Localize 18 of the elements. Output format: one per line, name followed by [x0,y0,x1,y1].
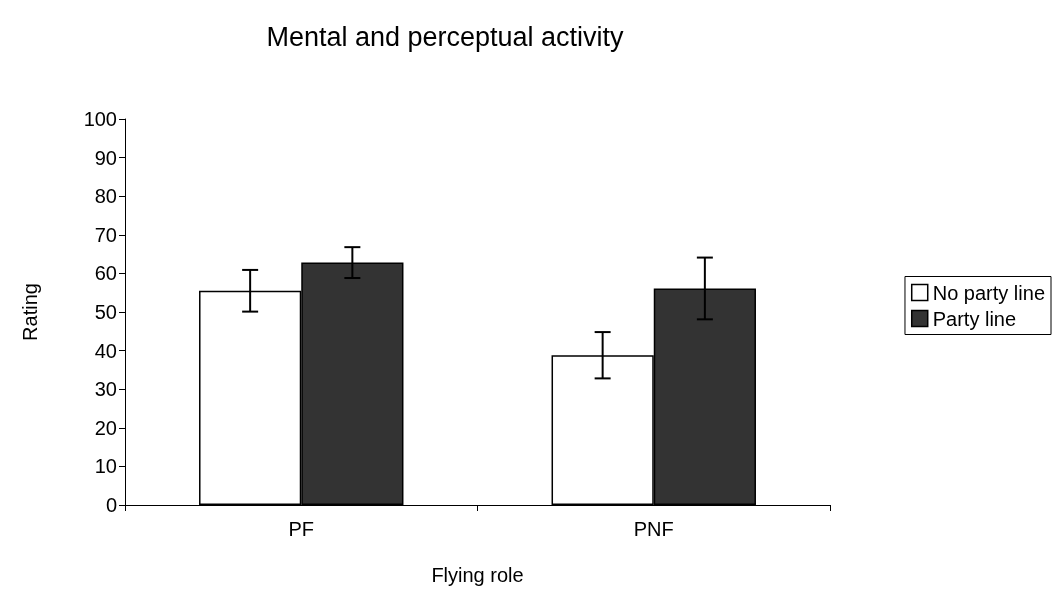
chart-title: Mental and perceptual activity [266,21,625,52]
y-tick-label: 60 [94,262,117,285]
legend-label: No party line [932,281,1046,304]
y-tick-label: 100 [83,108,117,130]
x-axis-title: Flying role [431,564,524,586]
x-tick-label: PF [288,518,315,540]
y-tick-label: 10 [94,455,117,478]
y-tick-label: 90 [94,146,117,169]
y-tick-label: 40 [94,339,117,362]
legend-label: Party line [932,307,1017,330]
y-tick-label: 30 [94,378,117,401]
y-axis-title: Rating [19,283,41,341]
x-tick-label: PNF [633,518,674,540]
y-tick-label: 70 [94,223,117,246]
y-tick-label: 20 [94,416,117,439]
y-tick-label: 80 [94,185,117,208]
y-tick-label: 50 [94,301,117,323]
y-tick-label: 0 [105,494,117,516]
